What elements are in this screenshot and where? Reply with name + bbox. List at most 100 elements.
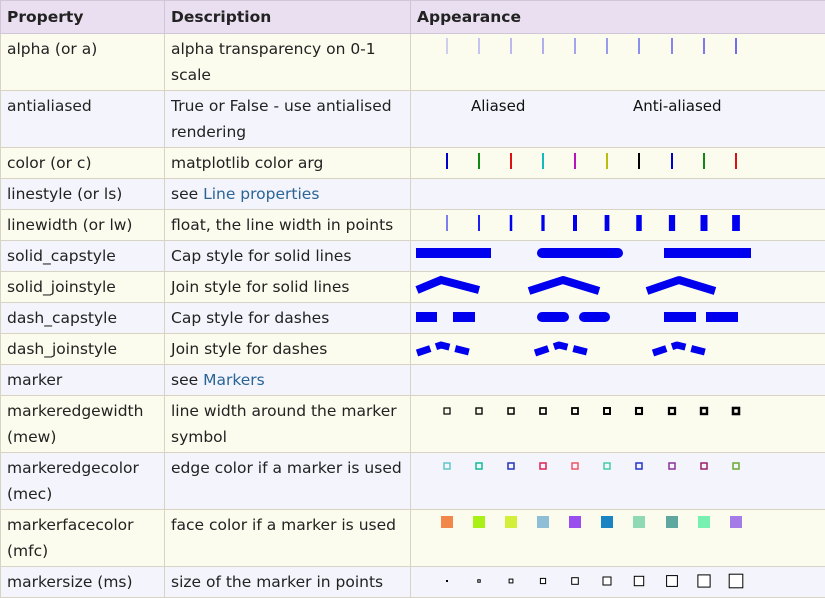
dashed-join [535, 345, 591, 353]
filled-square-marker [537, 516, 549, 528]
description-cell: True or False - use antialised rendering [165, 91, 411, 148]
description-cell: see Line properties [165, 179, 411, 210]
appearance-demo [411, 303, 825, 331]
description-cell: line width around the marker symbol [165, 396, 411, 453]
square-marker [508, 463, 514, 469]
square-marker [636, 463, 642, 469]
filled-square-marker [441, 516, 453, 528]
description-text: see [171, 185, 203, 203]
appearance-demo [411, 510, 825, 538]
dash-segment [416, 312, 437, 322]
description-cell: edge color if a marker is used [165, 453, 411, 510]
property-cell: solid_joinstyle [1, 272, 165, 303]
round-cap-line [537, 248, 623, 258]
square-marker [476, 408, 482, 414]
size-marker [540, 578, 545, 583]
square-marker [733, 463, 739, 469]
antialiased-label: Anti-aliased [633, 93, 722, 119]
appearance-cell [411, 34, 825, 91]
description-cell: Cap style for dashes [165, 303, 411, 334]
description-cell: see Markers [165, 365, 411, 396]
appearance-demo [411, 272, 825, 300]
property-cell: markeredgewidth (mew) [1, 396, 165, 453]
appearance-demo [411, 210, 825, 238]
property-cell: marker [1, 365, 165, 396]
square-marker [701, 408, 707, 414]
size-marker [603, 577, 611, 585]
header-appearance: Appearance [411, 1, 825, 34]
property-cell: markeredgecolor (mec) [1, 453, 165, 510]
square-marker [572, 408, 578, 414]
bevel-join [647, 280, 715, 291]
appearance-cell [411, 148, 825, 179]
description-cell: face color if a marker is used [165, 510, 411, 567]
square-marker [444, 408, 450, 414]
description-cell: float, the line width in points [165, 210, 411, 241]
property-cell: alpha (or a) [1, 34, 165, 91]
size-marker [729, 574, 743, 588]
filled-square-marker [633, 516, 645, 528]
header-description: Description [165, 1, 411, 34]
square-marker [540, 463, 546, 469]
size-marker [478, 580, 480, 582]
square-marker [540, 408, 546, 414]
butt-cap-line [416, 248, 491, 258]
appearance-demo [411, 567, 825, 595]
header-property: Property [1, 1, 165, 34]
table-row: linewidth (or lw)float, the line width i… [1, 210, 825, 241]
appearance-demo [411, 241, 825, 269]
table-header: Property Description Appearance [1, 1, 825, 34]
appearance-cell [411, 303, 825, 334]
appearance-cell [411, 453, 825, 510]
appearance-cell: Aliased Anti-aliased [411, 91, 825, 148]
description-link[interactable]: Markers [203, 371, 265, 389]
appearance-cell [411, 210, 825, 241]
dashed-join [417, 345, 473, 353]
square-marker [508, 408, 514, 414]
property-cell: dash_capstyle [1, 303, 165, 334]
property-cell: markerfacecolor (mfc) [1, 510, 165, 567]
square-marker [572, 463, 578, 469]
aliased-label: Aliased [471, 93, 525, 119]
square-marker [701, 463, 707, 469]
round-join [529, 280, 599, 291]
square-marker [444, 463, 450, 469]
square-marker [669, 463, 675, 469]
filled-square-marker [730, 516, 742, 528]
appearance-cell [411, 510, 825, 567]
appearance-cell [411, 272, 825, 303]
appearance-cell [411, 179, 825, 210]
appearance-demo [411, 334, 825, 362]
property-cell: dash_joinstyle [1, 334, 165, 365]
description-cell: matplotlib color arg [165, 148, 411, 179]
description-cell: Join style for dashes [165, 334, 411, 365]
appearance-demo [411, 34, 825, 62]
miter-join [417, 280, 479, 290]
size-marker [667, 576, 678, 587]
dash-segment [453, 312, 475, 322]
table-row: alpha (or a)alpha transparency on 0-1 sc… [1, 34, 825, 91]
property-cell: linestyle (or ls) [1, 179, 165, 210]
appearance-demo [411, 365, 825, 391]
square-marker [733, 408, 739, 414]
property-cell: antialiased [1, 91, 165, 148]
appearance-demo [411, 396, 825, 424]
description-link[interactable]: Line properties [203, 185, 319, 203]
appearance-cell [411, 334, 825, 365]
description-cell: alpha transparency on 0-1 scale [165, 34, 411, 91]
size-marker [698, 575, 710, 587]
dash-segment [664, 312, 696, 322]
description-text: see [171, 371, 203, 389]
table-row: markersize (ms)size of the marker in poi… [1, 567, 825, 598]
square-marker [604, 408, 610, 414]
size-marker [634, 576, 643, 585]
dash-segment [579, 312, 610, 322]
filled-square-marker [569, 516, 581, 528]
property-cell: markersize (ms) [1, 567, 165, 598]
square-marker [636, 408, 642, 414]
filled-square-marker [666, 516, 678, 528]
description-cell: size of the marker in points [165, 567, 411, 598]
